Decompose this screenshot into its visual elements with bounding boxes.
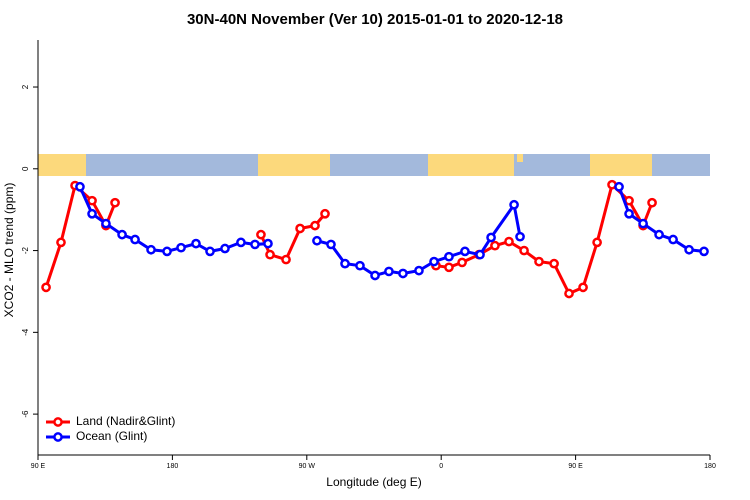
legend-label: Land (Nadir&Glint) (76, 414, 175, 428)
point (486, 232, 496, 243)
point (220, 243, 230, 254)
point (549, 258, 559, 269)
point (110, 197, 120, 208)
point (668, 234, 678, 245)
x-tick-label: 90 E (568, 463, 583, 470)
point (398, 268, 408, 279)
x-tick-label: 180 (704, 463, 716, 470)
point (414, 265, 424, 276)
point (310, 220, 320, 231)
point (250, 239, 260, 250)
point (654, 229, 664, 240)
point (457, 257, 467, 268)
point (101, 218, 111, 229)
point (444, 262, 454, 273)
legend-marker (53, 417, 63, 427)
point (295, 223, 305, 234)
point (684, 244, 694, 255)
point (509, 199, 519, 210)
point (191, 238, 201, 249)
point (592, 237, 602, 248)
point (355, 260, 365, 271)
point (578, 282, 588, 293)
point (429, 256, 439, 267)
point (444, 251, 454, 262)
point (265, 249, 275, 260)
point (490, 240, 500, 251)
point (263, 238, 273, 249)
point (87, 195, 97, 206)
y-tick-label: 0 (21, 166, 30, 171)
x-axis-label: Longitude (deg E) (326, 475, 421, 489)
point (256, 229, 266, 240)
point (340, 258, 350, 269)
point (236, 237, 246, 248)
point (519, 245, 529, 256)
y-tick-label: -2 (21, 246, 30, 254)
point (326, 239, 336, 250)
point (534, 256, 544, 267)
point (624, 208, 634, 219)
point (87, 208, 97, 219)
legend-label: Ocean (Glint) (76, 429, 147, 443)
point (320, 208, 330, 219)
point (515, 231, 525, 242)
point (205, 246, 215, 257)
point (699, 246, 709, 257)
legend-marker (53, 432, 63, 442)
point (56, 237, 66, 248)
point (384, 266, 394, 277)
chart-title: 30N-40N November (Ver 10) 2015-01-01 to … (187, 11, 563, 28)
y-tick-label: 2 (21, 84, 30, 89)
point (614, 181, 624, 192)
y-tick-label: -4 (21, 328, 30, 336)
x-tick-label: 180 (167, 463, 179, 470)
x-tick-label: 0 (439, 463, 443, 470)
y-tick-label: -6 (21, 410, 30, 418)
point (130, 234, 140, 245)
point (370, 270, 380, 281)
point (176, 242, 186, 253)
point (638, 218, 648, 229)
point (647, 197, 657, 208)
point (281, 254, 291, 265)
point (41, 282, 51, 293)
series-line (78, 186, 705, 278)
point (162, 246, 172, 257)
point (146, 244, 156, 255)
point (564, 288, 574, 299)
point (312, 235, 322, 246)
x-tick-label: 90 W (299, 463, 316, 470)
map-band (38, 154, 710, 176)
y-axis-label: XCO2 - MLO trend (ppm) (2, 183, 16, 318)
point (117, 229, 127, 240)
point (460, 246, 470, 257)
point (75, 181, 85, 192)
point (504, 236, 514, 247)
point (475, 249, 485, 260)
x-tick-label: 90 E (31, 463, 46, 470)
